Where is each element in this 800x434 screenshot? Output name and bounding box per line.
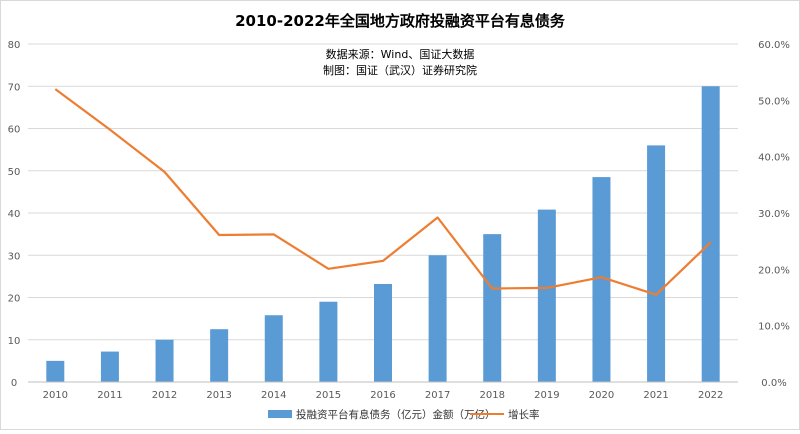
line-series <box>54 88 712 296</box>
bar-2022 <box>701 86 720 382</box>
bar-2014 <box>264 315 283 382</box>
bar-2017 <box>428 255 447 382</box>
bar-2021 <box>647 145 666 382</box>
x-tick-label: 2013 <box>206 390 231 401</box>
y-right-tick-label: 10.0% <box>758 322 790 333</box>
x-tick-label: 2017 <box>425 390 450 401</box>
x-tick-label: 2011 <box>97 390 122 401</box>
legend-label-line: 增长率 <box>508 408 540 421</box>
bar-2011 <box>100 351 119 382</box>
y-left-tick-label: 30 <box>8 251 21 262</box>
legend-swatch-bar <box>268 410 292 418</box>
x-tick-label: 2022 <box>698 390 723 401</box>
x-tick-label: 2015 <box>316 390 341 401</box>
y-right-tick-label: 40.0% <box>758 153 790 164</box>
x-tick-label: 2018 <box>480 390 505 401</box>
y-left-tick-label: 10 <box>8 336 21 347</box>
bar-2020 <box>592 177 611 382</box>
y-left-tick-label: 0 <box>11 378 17 389</box>
legend-label-bar: 投融资平台有息债务（亿元）金额（万亿） <box>296 408 496 421</box>
x-tick-label: 2016 <box>370 390 395 401</box>
x-tick-label: 2020 <box>589 390 614 401</box>
x-tick-label: 2014 <box>261 390 286 401</box>
y-left-tick-label: 80 <box>8 40 21 51</box>
x-tick-label: 2021 <box>643 390 668 401</box>
y-left-tick-label: 70 <box>8 82 21 93</box>
y-right-tick-label: 30.0% <box>758 209 790 220</box>
producer-note: 制图：国证（武汉）证券研究院 <box>323 63 477 77</box>
source-note: 数据来源：Wind、国证大数据 <box>326 47 475 61</box>
growth-rate-line <box>54 88 712 296</box>
bar-2010 <box>46 360 65 382</box>
gridlines <box>28 43 738 341</box>
x-tick-label: 2010 <box>43 390 68 401</box>
bar-2019 <box>537 209 556 382</box>
y-right-tick-label: 60.0% <box>758 40 790 51</box>
chart-title: 2010-2022年全国地方政府投融资平台有息债务 <box>235 12 566 30</box>
y-left-tick-label: 50 <box>8 167 21 178</box>
x-tick-label: 2019 <box>534 390 559 401</box>
y-left-tick-label: 20 <box>8 294 21 305</box>
y-left-tick-label: 40 <box>8 209 21 220</box>
bar-series <box>46 86 720 382</box>
y-right-tick-label: 20.0% <box>758 265 790 276</box>
bar-2016 <box>374 283 392 382</box>
bar-2018 <box>483 234 502 382</box>
axes: 0 10 20 30 40 50 60 70 80 0.0% 10.0% 20.0% 30.0% 40.0… <box>8 40 790 401</box>
y-right-tick-label: 0.0% <box>761 378 786 389</box>
bar-2012 <box>155 339 174 382</box>
bar-2013 <box>210 329 229 382</box>
bar-2015 <box>319 301 338 382</box>
y-right-tick-label: 50.0% <box>758 96 790 107</box>
y-left-tick-label: 60 <box>8 125 21 136</box>
x-tick-label: 2012 <box>152 390 177 401</box>
legend: 投融资平台有息债务（亿元）金额（万亿） 增长率 <box>268 408 540 421</box>
